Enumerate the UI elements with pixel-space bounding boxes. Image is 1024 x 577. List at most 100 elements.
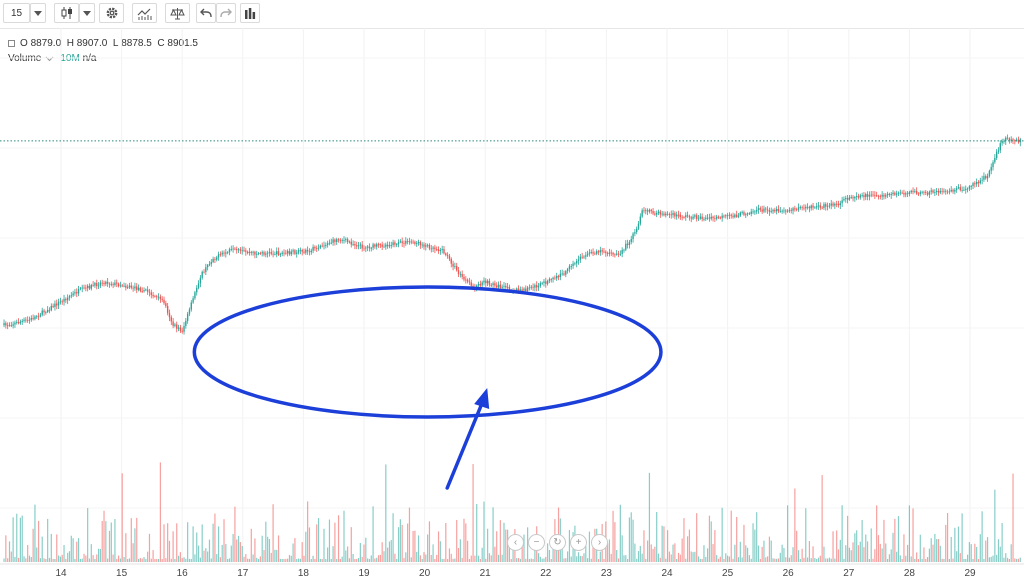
volume-bar bbox=[599, 551, 601, 562]
candle-body bbox=[288, 251, 291, 255]
volume-bar bbox=[543, 558, 545, 562]
volume-bar bbox=[214, 513, 216, 562]
volume-bar bbox=[868, 559, 871, 562]
volume-bar bbox=[945, 524, 947, 562]
candle-body bbox=[895, 193, 898, 195]
volume-bar bbox=[308, 527, 311, 562]
volume-bar bbox=[7, 558, 9, 562]
chart-style-button[interactable] bbox=[54, 3, 79, 23]
candle-body bbox=[681, 216, 683, 218]
candle-body bbox=[570, 265, 572, 267]
volume-bar bbox=[343, 510, 345, 562]
volume-bar bbox=[794, 488, 796, 562]
candle-body bbox=[772, 209, 774, 212]
candle-body bbox=[165, 303, 167, 307]
candle-body bbox=[430, 248, 432, 250]
volume-bar bbox=[207, 551, 209, 562]
x-tick-label: 23 bbox=[601, 568, 613, 577]
collapse-legend-icon[interactable] bbox=[8, 40, 15, 47]
candle-body bbox=[872, 194, 874, 196]
volume-bar bbox=[327, 547, 329, 562]
interval-select[interactable]: 15 bbox=[3, 3, 30, 23]
volume-bar bbox=[928, 548, 930, 562]
candle-body bbox=[236, 249, 238, 251]
reset-button[interactable]: ↻ bbox=[549, 534, 566, 551]
volume-bar bbox=[677, 552, 680, 562]
volume-bar bbox=[316, 524, 318, 562]
candle-body bbox=[677, 214, 680, 216]
candle-body bbox=[821, 207, 823, 209]
compare-button[interactable] bbox=[165, 3, 190, 23]
volume-bar bbox=[796, 530, 798, 562]
volume-bar bbox=[105, 521, 107, 562]
volume-bar bbox=[445, 522, 447, 562]
volume-bar bbox=[941, 558, 943, 562]
candle-body bbox=[294, 250, 296, 254]
zoom-out-button[interactable]: − bbox=[528, 534, 545, 551]
interval-dropdown-button[interactable] bbox=[30, 3, 46, 23]
volume-bar bbox=[305, 531, 307, 562]
candle-body bbox=[323, 245, 325, 247]
candle-body bbox=[954, 189, 956, 192]
volume-bar bbox=[130, 518, 132, 562]
volume-bar bbox=[194, 554, 196, 562]
candle-body bbox=[928, 191, 931, 195]
scroll-left-button[interactable]: ‹ bbox=[507, 534, 524, 551]
volume-bar bbox=[777, 558, 780, 562]
settings-button[interactable] bbox=[99, 3, 124, 23]
candle-body bbox=[201, 271, 203, 278]
candle-body bbox=[376, 244, 378, 247]
volume-bar bbox=[468, 558, 471, 562]
candle-body bbox=[59, 301, 62, 303]
scroll-right-button[interactable]: › bbox=[591, 534, 608, 551]
volume-bar bbox=[48, 557, 51, 562]
price-chart[interactable]: 14 15 16 17 18 19 20 21 22 23 24 25 26 27 28 29 bbox=[0, 28, 1024, 577]
redo-button[interactable] bbox=[216, 3, 236, 23]
candle-body bbox=[650, 209, 652, 212]
candle-body bbox=[672, 213, 674, 215]
volume-bar bbox=[872, 558, 874, 562]
undo-button[interactable] bbox=[196, 3, 216, 23]
candle-body bbox=[423, 244, 425, 247]
candle-body bbox=[870, 194, 872, 196]
candle-body bbox=[197, 283, 200, 288]
zoom-in-button[interactable]: + bbox=[570, 534, 587, 551]
candle-body bbox=[994, 157, 996, 163]
volume-bar bbox=[456, 520, 458, 562]
candle-body bbox=[694, 215, 696, 217]
candle-body bbox=[106, 281, 109, 284]
volume-bar bbox=[87, 508, 89, 562]
candle-body bbox=[703, 218, 705, 220]
candle-body bbox=[919, 192, 922, 195]
candle-body bbox=[750, 211, 752, 214]
candle-body bbox=[948, 191, 951, 193]
volume-bar bbox=[108, 530, 111, 562]
chart-style-dropdown-button[interactable] bbox=[79, 3, 95, 23]
volume-bar bbox=[205, 548, 207, 562]
volume-bar bbox=[888, 554, 891, 562]
candle-body bbox=[34, 316, 36, 320]
volume-bar bbox=[212, 523, 214, 562]
indicators-button[interactable] bbox=[132, 3, 157, 23]
candle-body bbox=[717, 216, 720, 218]
candle-body bbox=[25, 319, 27, 321]
volume-bar bbox=[930, 538, 932, 562]
volume-bar bbox=[830, 558, 832, 562]
candle-body bbox=[923, 191, 925, 193]
volume-bar bbox=[39, 558, 41, 562]
candle-body bbox=[396, 244, 398, 246]
candle-body bbox=[854, 197, 856, 199]
volume-toggle-button[interactable] bbox=[240, 3, 260, 23]
volume-bar bbox=[148, 533, 151, 562]
candle-body bbox=[397, 242, 400, 245]
volume-bar bbox=[834, 558, 836, 562]
candle-body bbox=[526, 287, 529, 292]
candle-body bbox=[855, 196, 858, 198]
volume-bar bbox=[470, 555, 472, 562]
volume-bar bbox=[547, 543, 549, 562]
candle-body bbox=[797, 207, 800, 210]
volume-bar bbox=[696, 513, 698, 562]
volume-bar bbox=[707, 548, 709, 562]
volume-bar bbox=[21, 515, 23, 562]
candle-body bbox=[992, 162, 994, 168]
